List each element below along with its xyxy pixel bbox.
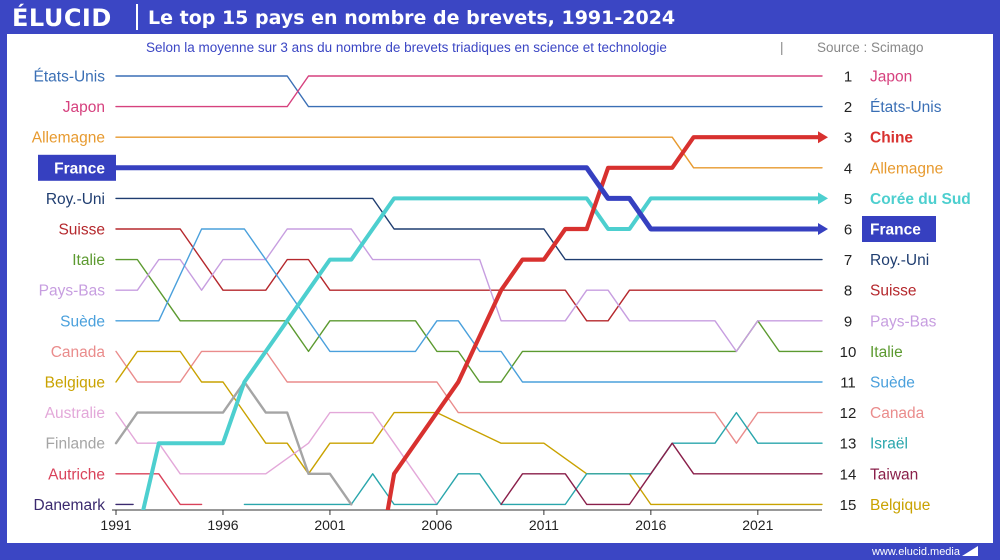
end-rank-2: 2 <box>844 99 852 116</box>
end-label-coree-du-sud: Corée du Sud <box>870 191 971 208</box>
x-tick-label-1991: 1991 <box>100 517 131 533</box>
start-label-roy-uni: Roy.-Uni <box>46 191 105 208</box>
end-rank-7: 7 <box>844 252 852 269</box>
series-line-suede <box>115 228 823 383</box>
end-rank-14: 14 <box>840 466 857 483</box>
end-label-suede: Suède <box>870 375 915 392</box>
end-label-israel: Israël <box>870 436 908 453</box>
end-label-suisse: Suisse <box>870 283 917 300</box>
series-line-etats-unis <box>115 75 823 108</box>
series-line-finlande <box>114 380 353 506</box>
end-rank-15: 15 <box>840 497 857 514</box>
end-label-belgique: Belgique <box>870 497 930 514</box>
series-line-suisse <box>115 228 823 322</box>
x-tick-label-2021: 2021 <box>742 517 773 533</box>
footer-url[interactable]: www.elucid.media <box>871 546 960 558</box>
end-rank-11: 11 <box>840 375 856 392</box>
series-line-australie <box>115 411 438 506</box>
x-tick-label-1996: 1996 <box>207 517 238 533</box>
series-arrow-chine <box>818 131 828 144</box>
end-label-allemagne: Allemagne <box>870 160 943 177</box>
end-label-canada: Canada <box>870 405 925 422</box>
start-label-suisse: Suisse <box>58 222 105 239</box>
x-tick-label-2011: 2011 <box>529 517 559 533</box>
header-divider <box>136 4 138 30</box>
end-label-chine: Chine <box>870 130 913 147</box>
start-label-pays-bas: Pays-Bas <box>39 283 106 300</box>
series-line-coree-du-sud <box>141 196 824 510</box>
start-label-danemark: Danemark <box>34 497 106 514</box>
series-arrow-coree-du-sud <box>818 192 828 205</box>
end-rank-1: 1 <box>844 69 852 86</box>
end-rank-10: 10 <box>840 344 857 361</box>
end-label-etats-unis: États-Unis <box>870 99 942 116</box>
end-label-japon: Japon <box>870 69 912 86</box>
series-line-israel <box>243 411 823 506</box>
start-label-belgique: Belgique <box>45 375 105 392</box>
start-label-italie: Italie <box>72 252 105 269</box>
end-label-pays-bas: Pays-Bas <box>870 313 937 330</box>
start-labels: États-Unis Japon Allemagne France Roy.-Uni Su… <box>32 69 116 514</box>
elucid-logo-icon <box>962 546 978 556</box>
start-label-canada: Canada <box>51 344 106 361</box>
start-label-etats-unis: États-Unis <box>34 69 106 86</box>
start-label-suede: Suède <box>60 313 105 330</box>
end-rank-4: 4 <box>844 160 852 177</box>
end-rank-12: 12 <box>840 405 857 422</box>
brand-logo: ÉLUCID <box>12 4 112 32</box>
start-label-highlight <box>38 154 116 181</box>
series-line-pays-bas <box>115 228 823 353</box>
x-tick-label-2006: 2006 <box>421 517 452 533</box>
end-rank-3: 3 <box>844 130 852 147</box>
end-label-roy-uni: Roy.-Uni <box>870 252 929 269</box>
end-rank-9: 9 <box>844 313 852 330</box>
end-rank-8: 8 <box>844 283 852 300</box>
start-label-finlande: Finlande <box>46 436 105 453</box>
series-line-belgique <box>115 350 823 506</box>
series-arrow-france <box>818 223 828 235</box>
x-axis-ticks: 1991 1996 2001 2006 2011 2016 2021 <box>100 510 774 533</box>
start-label-autriche: Autriche <box>48 466 105 483</box>
start-label-australie: Australie <box>45 405 105 422</box>
chart-source: Source : Scimago <box>817 40 924 55</box>
end-rank-5: 5 <box>844 191 852 208</box>
series-line-france <box>113 165 825 232</box>
source-separator: | <box>780 40 784 55</box>
chart-subtitle: Selon la moyenne sur 3 ans du nombre de … <box>146 40 667 55</box>
series-line-chine <box>385 135 825 510</box>
end-rank-13: 13 <box>840 436 857 453</box>
series-line-japon <box>115 75 823 108</box>
start-label-france: France <box>54 160 105 177</box>
series-line-canada <box>115 350 823 444</box>
series-line-taiwan <box>500 442 823 506</box>
end-label-taiwan: Taiwan <box>870 466 918 483</box>
series-line-autriche <box>115 473 203 506</box>
end-labels: 1 Japon 2 États-Unis 3 Chine 4 Allemagne 5 Corée … <box>840 69 971 514</box>
end-label-france: France <box>870 222 921 239</box>
x-tick-label-2001: 2001 <box>314 517 345 533</box>
end-label-italie: Italie <box>870 344 903 361</box>
series-lines <box>113 75 828 510</box>
series-line-roy-uni <box>115 197 823 261</box>
start-label-japon: Japon <box>63 99 105 116</box>
chart-title: Le top 15 pays en nombre de brevets, 199… <box>148 7 676 29</box>
end-label-highlight <box>862 216 936 242</box>
x-tick-label-2016: 2016 <box>635 517 666 533</box>
end-rank-6: 6 <box>844 222 852 239</box>
start-label-allemagne: Allemagne <box>32 130 105 147</box>
series-line-allemagne <box>115 136 823 169</box>
